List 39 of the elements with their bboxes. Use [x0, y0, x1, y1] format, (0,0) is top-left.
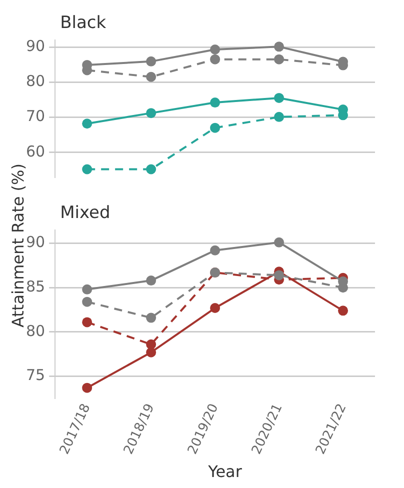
- point: [274, 237, 284, 248]
- point: [146, 164, 156, 174]
- y-tick-label: 90: [26, 233, 46, 252]
- y-axis-title: Attainment Rate (%): [8, 164, 28, 328]
- point: [146, 72, 156, 82]
- point: [82, 118, 92, 129]
- y-tick-label: 60: [26, 142, 46, 160]
- point: [210, 98, 220, 108]
- point: [146, 108, 156, 118]
- chart-title: Mixed: [60, 203, 110, 223]
- point: [146, 312, 156, 323]
- point: [274, 54, 284, 64]
- point: [146, 56, 156, 66]
- point: [82, 296, 92, 307]
- point: [210, 303, 220, 314]
- point: [82, 164, 92, 174]
- y-tick-label: 75: [26, 366, 46, 384]
- point: [274, 270, 284, 280]
- point: [274, 92, 284, 103]
- y-tick-label: 80: [26, 72, 46, 90]
- point: [82, 382, 92, 393]
- point: [210, 245, 220, 256]
- point: [82, 317, 92, 328]
- point: [338, 276, 348, 286]
- chart-title: Black: [60, 13, 106, 33]
- y-tick-label: 90: [26, 36, 46, 55]
- point: [274, 42, 284, 52]
- point: [146, 276, 156, 286]
- x-axis-title: Year: [207, 462, 243, 481]
- point: [338, 306, 348, 316]
- point: [146, 347, 156, 358]
- y-tick-label: 85: [26, 278, 46, 296]
- point: [210, 44, 220, 54]
- point: [274, 112, 284, 122]
- y-tick-label: 80: [26, 322, 46, 340]
- point: [82, 284, 92, 294]
- y-tick-label: 70: [26, 107, 46, 126]
- point: [210, 54, 220, 64]
- point: [210, 122, 220, 133]
